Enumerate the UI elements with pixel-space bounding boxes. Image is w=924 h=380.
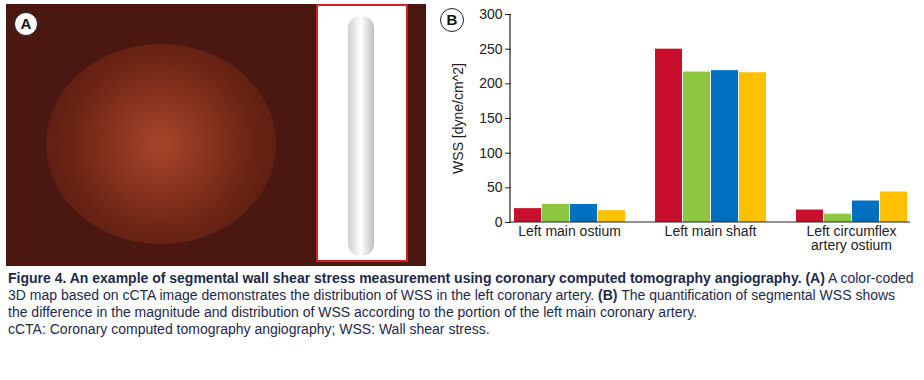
svg-text:100: 100 bbox=[479, 145, 503, 161]
svg-text:0: 0 bbox=[495, 214, 503, 230]
html-text:cCTA: Coronary computed tomogr: cCTA: Coronary computed tomography angio… bbox=[8, 321, 490, 337]
svg-text:Left main shaft: Left main shaft bbox=[665, 223, 757, 239]
html-text:A: A bbox=[20, 15, 32, 32]
svg-text:300: 300 bbox=[479, 6, 503, 22]
svg-text:50: 50 bbox=[487, 179, 503, 195]
html-text:Figure 4. An example of segmen: Figure 4. An example of segmental wall s… bbox=[8, 270, 914, 320]
svg-text:200: 200 bbox=[479, 75, 503, 91]
svg-text:150: 150 bbox=[479, 110, 503, 126]
svg-text:WSS [dyne/cm^2]: WSS [dyne/cm^2] bbox=[450, 63, 466, 174]
svg-text:250: 250 bbox=[479, 41, 503, 57]
svg-text:Left main ostium: Left main ostium bbox=[518, 223, 621, 239]
html-text:B: B bbox=[446, 11, 458, 28]
svg-text:Left circumflexartery ostium: Left circumflexartery ostium bbox=[806, 223, 896, 253]
